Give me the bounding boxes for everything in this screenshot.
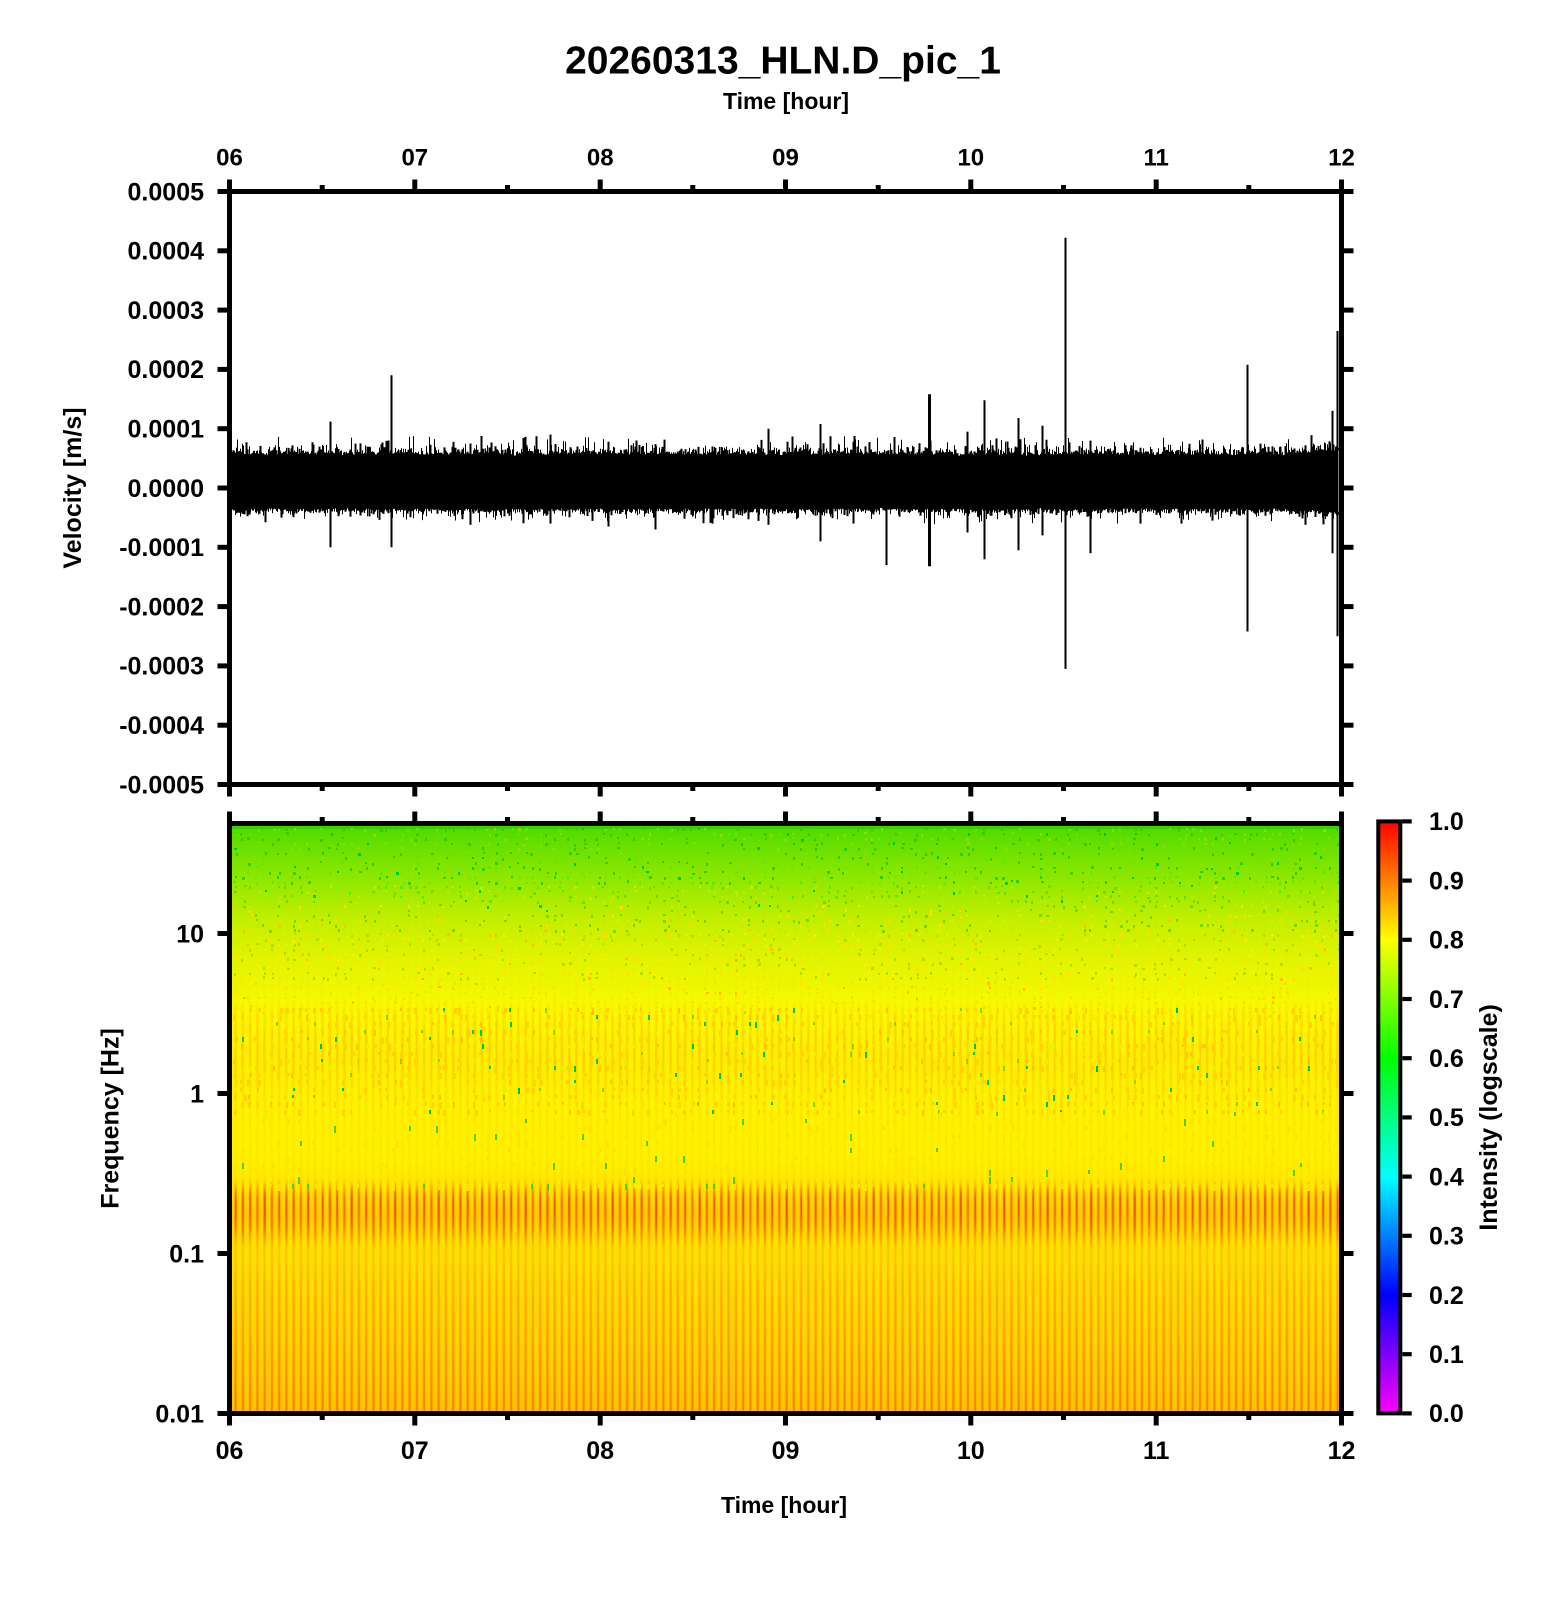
svg-text:08: 08 xyxy=(586,1437,614,1465)
svg-text:-0.0003: -0.0003 xyxy=(119,653,204,681)
svg-text:08: 08 xyxy=(587,145,614,172)
svg-text:12: 12 xyxy=(1328,145,1355,172)
svg-text:0.7: 0.7 xyxy=(1429,986,1464,1014)
svg-text:0.2: 0.2 xyxy=(1429,1282,1464,1310)
svg-text:10: 10 xyxy=(176,920,204,948)
svg-text:-0.0005: -0.0005 xyxy=(119,771,204,799)
svg-text:Time [hour]: Time [hour] xyxy=(723,88,849,114)
svg-text:11: 11 xyxy=(1144,145,1169,172)
svg-text:10: 10 xyxy=(957,1437,985,1465)
svg-text:-0.0004: -0.0004 xyxy=(119,712,204,740)
svg-text:07: 07 xyxy=(401,145,428,172)
svg-text:0.1: 0.1 xyxy=(1429,1341,1464,1369)
svg-text:0.9: 0.9 xyxy=(1429,867,1464,895)
svg-text:12: 12 xyxy=(1328,1437,1356,1465)
svg-text:Intensity (logscale): Intensity (logscale) xyxy=(1475,1004,1503,1230)
svg-text:Velocity [m/s]: Velocity [m/s] xyxy=(59,407,87,568)
svg-text:0.0005: 0.0005 xyxy=(128,178,205,206)
svg-text:0.0000: 0.0000 xyxy=(128,475,204,503)
svg-text:0.4: 0.4 xyxy=(1429,1163,1464,1191)
svg-text:0.3: 0.3 xyxy=(1429,1223,1464,1251)
svg-text:0.0001: 0.0001 xyxy=(128,416,205,444)
svg-text:0.0: 0.0 xyxy=(1429,1400,1464,1428)
svg-text:Frequency [Hz]: Frequency [Hz] xyxy=(97,1028,125,1209)
svg-text:10: 10 xyxy=(957,145,984,172)
svg-text:0.1: 0.1 xyxy=(169,1240,204,1268)
svg-text:Time [hour]: Time [hour] xyxy=(721,1492,847,1518)
svg-text:0.01: 0.01 xyxy=(155,1400,204,1428)
svg-text:06: 06 xyxy=(216,145,243,172)
svg-text:0.6: 0.6 xyxy=(1429,1045,1464,1073)
svg-text:0.5: 0.5 xyxy=(1429,1104,1464,1132)
svg-text:1.0: 1.0 xyxy=(1429,808,1464,836)
svg-text:0.0002: 0.0002 xyxy=(128,356,204,384)
svg-text:06: 06 xyxy=(216,1437,244,1465)
svg-text:1: 1 xyxy=(190,1080,204,1108)
svg-text:0.8: 0.8 xyxy=(1429,927,1464,955)
svg-text:09: 09 xyxy=(772,1437,800,1465)
svg-text:-0.0001: -0.0001 xyxy=(119,534,204,562)
svg-text:20260313_HLN.D_pic_1: 20260313_HLN.D_pic_1 xyxy=(565,40,1001,83)
svg-text:07: 07 xyxy=(401,1437,429,1465)
svg-text:-0.0002: -0.0002 xyxy=(119,593,204,621)
svg-text:11: 11 xyxy=(1143,1437,1170,1465)
svg-text:0.0004: 0.0004 xyxy=(128,238,205,266)
svg-text:09: 09 xyxy=(772,145,799,172)
svg-text:0.0003: 0.0003 xyxy=(128,297,204,325)
